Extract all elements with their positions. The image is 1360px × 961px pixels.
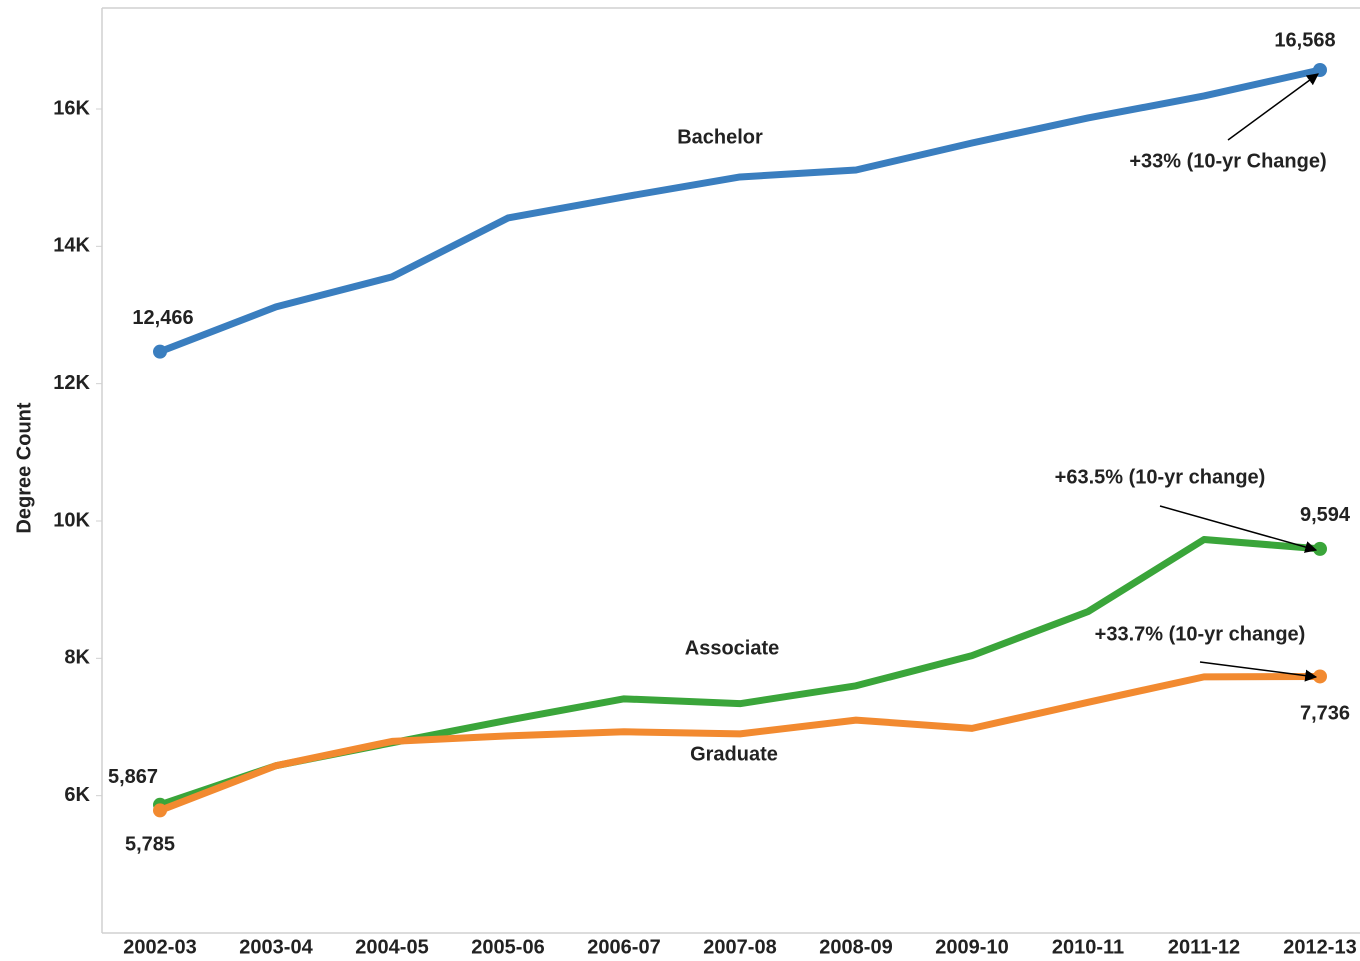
end-point (153, 344, 167, 359)
data-label: 7,736 (1300, 703, 1350, 725)
x-tick-label: 2011-12 (1168, 936, 1240, 958)
end-point (1313, 541, 1327, 556)
data-label: 5,867 (108, 766, 158, 788)
y-tick-label: 12K (53, 372, 90, 394)
x-tick-label: 2010-11 (1052, 936, 1124, 958)
y-tick-label: 10K (53, 509, 90, 531)
y-tick-label: 16K (53, 97, 90, 119)
annotation-arrow (1227, 73, 1319, 141)
annotation: +33% (10-yr Change) (1129, 150, 1326, 172)
y-tick-label: 8K (64, 647, 90, 669)
x-tick-label: 2008-09 (819, 936, 892, 958)
x-tick-label: 2002-03 (123, 936, 196, 958)
x-tick-label: 2003-04 (239, 936, 313, 958)
annotation: +63.5% (10-yr change) (1055, 466, 1266, 488)
series-label: Graduate (690, 743, 778, 765)
x-tick-label: 2007-08 (703, 936, 776, 958)
x-tick-label: 2004-05 (355, 936, 428, 958)
data-label: 16,568 (1274, 29, 1335, 51)
x-tick-label: 2009-10 (935, 936, 1008, 958)
annotation-arrow (1199, 661, 1318, 682)
x-tick-label: 2006-07 (587, 936, 660, 958)
data-label: 9,594 (1300, 504, 1351, 526)
series-label: Associate (685, 637, 780, 659)
y-tick-label: 6K (64, 784, 90, 806)
end-point (153, 803, 167, 818)
y-axis-label: Degree Count (13, 402, 35, 533)
x-tick-label: 2012-13 (1283, 936, 1356, 958)
series-line (156, 66, 1324, 356)
end-point (1313, 62, 1327, 77)
annotation-arrow (1159, 505, 1318, 553)
series-label: Bachelor (677, 126, 763, 148)
x-tick-label: 2005-06 (471, 936, 544, 958)
series-line (156, 672, 1324, 814)
y-tick-label: 14K (53, 235, 90, 257)
data-label: 5,785 (125, 834, 175, 856)
data-label: 12,466 (132, 307, 193, 329)
annotation: +33.7% (10-yr change) (1095, 623, 1306, 645)
